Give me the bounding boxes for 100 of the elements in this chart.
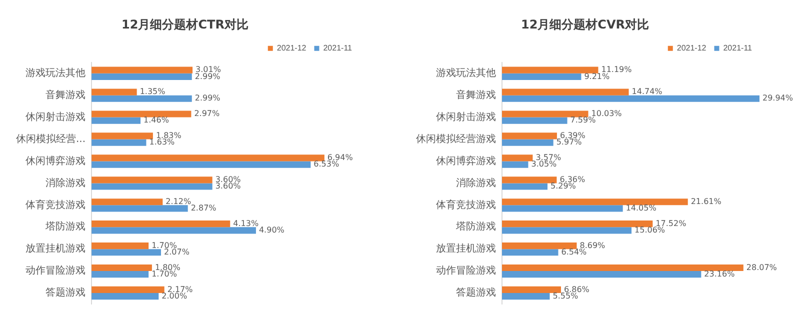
bar	[502, 227, 632, 234]
legend-label: 2021-12	[676, 44, 707, 53]
bar	[502, 242, 577, 250]
data-label: 7.59%	[570, 116, 596, 125]
bar	[92, 66, 193, 74]
bar	[502, 220, 653, 228]
chart-title: 12月细分题材CVR对比	[520, 17, 650, 32]
y-tick-label: 休闲射击游戏	[26, 110, 86, 123]
bar	[502, 264, 744, 272]
legend-label: 2021-11	[723, 44, 753, 53]
y-tick-label: 体育竞技游戏	[436, 198, 496, 211]
bar	[92, 95, 192, 102]
bar	[92, 132, 153, 140]
bar	[92, 271, 149, 278]
y-tick-label: 游戏玩法其他	[26, 66, 86, 79]
chart-title: 12月细分题材CTR对比	[122, 17, 248, 32]
bar	[502, 198, 688, 206]
data-label: 2.99%	[194, 72, 221, 81]
bar	[92, 286, 164, 294]
data-label: 1.70%	[152, 269, 178, 278]
bar	[92, 73, 192, 80]
bar	[92, 183, 212, 190]
bar	[502, 293, 550, 300]
y-tick-label: 塔防游戏	[44, 220, 86, 233]
data-label: 5.55%	[552, 291, 579, 300]
data-label: 9.21%	[584, 72, 610, 81]
bar	[502, 139, 554, 146]
data-label: 4.13%	[233, 218, 259, 228]
data-label: 3.01%	[196, 65, 222, 74]
y-tick-label: 休闲模拟经营...	[16, 132, 86, 145]
y-tick-label: 动作冒险游戏	[26, 264, 86, 277]
data-label: 6.86%	[564, 284, 590, 294]
y-tick-label: 塔防游戏	[455, 220, 496, 233]
bar	[92, 249, 161, 256]
bar	[502, 286, 561, 294]
bar	[92, 264, 152, 272]
data-label: 28.07%	[746, 262, 778, 272]
data-label: 29.94%	[762, 94, 794, 103]
data-label: 5.97%	[556, 138, 582, 147]
data-label: 3.60%	[215, 174, 242, 184]
bar	[502, 110, 588, 118]
y-tick-label: 音舞游戏	[46, 88, 86, 101]
y-tick-label: 游戏玩法其他	[436, 66, 496, 79]
bar	[92, 154, 324, 162]
bar	[502, 132, 557, 140]
bar	[92, 117, 141, 124]
data-label: 3.05%	[531, 160, 558, 169]
y-tick-label: 动作冒险游戏	[436, 264, 496, 277]
bar	[92, 176, 212, 184]
data-label: 15.06%	[634, 226, 666, 234]
data-label: 2.99%	[194, 94, 221, 103]
data-label: 6.54%	[561, 247, 588, 256]
data-label: 2.00%	[162, 291, 188, 300]
data-label: 11.19%	[601, 65, 632, 74]
data-label: 2.97%	[194, 109, 220, 118]
bar	[92, 110, 192, 118]
data-label: 14.74%	[632, 87, 663, 96]
bar	[502, 95, 760, 102]
y-tick-label: 消除游戏	[456, 176, 496, 189]
bar	[502, 176, 557, 184]
y-tick-label: 放置挂机游戏	[436, 242, 496, 255]
legend-label: 2021-11	[323, 44, 353, 53]
data-label: 8.69%	[580, 240, 606, 250]
bar	[502, 66, 598, 74]
data-label: 1.80%	[154, 262, 181, 272]
data-label: 2.12%	[166, 196, 192, 206]
y-tick-label: 答题游戏	[456, 286, 496, 299]
y-tick-label: 答题游戏	[46, 286, 86, 299]
data-label: 23.16%	[704, 269, 736, 278]
bar	[92, 220, 230, 228]
y-tick-label: 休闲博弈游戏	[436, 154, 496, 167]
y-tick-label: 放置挂机游戏	[26, 242, 86, 255]
bar	[502, 205, 623, 212]
y-tick-label: 体育竞技游戏	[26, 198, 86, 211]
bar	[502, 183, 548, 190]
y-tick-label: 休闲模拟经营游戏	[416, 132, 496, 145]
bar	[502, 154, 533, 162]
bar	[92, 293, 159, 300]
data-label: 1.63%	[149, 138, 176, 147]
data-label: 1.70%	[152, 240, 178, 250]
legend-label: 2021-12	[276, 44, 307, 53]
data-label: 1.46%	[144, 116, 170, 125]
bar	[92, 198, 163, 206]
data-label: 21.61%	[690, 196, 722, 206]
data-label: 3.60%	[215, 182, 242, 191]
data-label: 5.29%	[550, 182, 576, 191]
bar	[92, 242, 149, 250]
bar	[502, 249, 558, 256]
data-label: 1.35%	[140, 87, 166, 96]
data-label: 6.53%	[314, 160, 340, 169]
bar	[502, 161, 528, 168]
data-label: 14.05%	[626, 204, 657, 213]
bar	[502, 117, 568, 124]
bar	[92, 88, 137, 96]
data-label: 2.17%	[167, 284, 194, 294]
bar	[92, 139, 146, 146]
data-label: 2.87%	[190, 204, 217, 213]
bar	[92, 205, 188, 212]
bar	[92, 161, 311, 168]
y-tick-label: 消除游戏	[46, 176, 86, 189]
